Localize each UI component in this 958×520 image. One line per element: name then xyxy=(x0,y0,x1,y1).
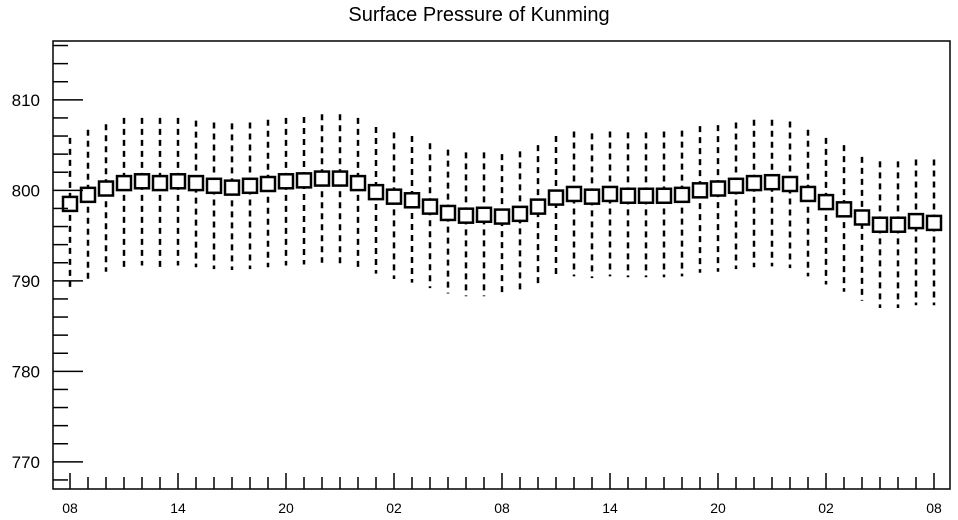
data-point-marker xyxy=(259,175,277,193)
data-point-marker xyxy=(115,174,133,192)
data-point-marker xyxy=(241,177,259,195)
data-point-marker xyxy=(619,187,637,205)
data-point-marker xyxy=(421,198,439,215)
data-point-marker xyxy=(331,170,349,187)
chart-title: Surface Pressure of Kunming xyxy=(348,4,610,26)
x-tick-label: 20 xyxy=(710,500,726,516)
data-point-marker xyxy=(637,187,655,205)
data-point-marker xyxy=(133,173,151,190)
data-point-marker xyxy=(691,182,709,199)
x-tick-label: 20 xyxy=(278,500,294,516)
data-point-marker xyxy=(817,193,835,211)
markers-layer xyxy=(61,170,943,233)
data-point-marker xyxy=(601,185,619,203)
data-point-marker xyxy=(835,201,853,218)
data-point-marker xyxy=(187,174,205,192)
y-tick-label: 780 xyxy=(12,362,40,381)
y-tick-label: 800 xyxy=(12,181,40,200)
data-point-marker xyxy=(223,179,241,196)
x-tick-label: 02 xyxy=(386,500,402,516)
data-point-marker xyxy=(799,185,817,203)
data-point-marker xyxy=(403,192,421,209)
data-point-marker xyxy=(583,188,601,205)
data-point-marker xyxy=(763,173,781,191)
data-point-marker xyxy=(151,174,169,192)
data-point-marker xyxy=(277,173,295,190)
data-point-marker xyxy=(61,195,79,213)
data-point-marker xyxy=(655,187,673,205)
data-point-marker xyxy=(493,208,511,225)
data-point-marker xyxy=(853,209,871,226)
data-point-marker xyxy=(673,186,691,204)
data-point-marker xyxy=(745,174,763,192)
axes-layer: 770 780 790 800 810 08 14 20 02 08 14 20 02 08 xyxy=(12,44,942,516)
data-point-marker xyxy=(529,198,547,215)
x-tick-label: 14 xyxy=(602,500,618,516)
error-bars-layer xyxy=(68,114,936,308)
data-point-marker xyxy=(565,185,583,203)
data-point-marker xyxy=(349,174,367,192)
data-point-marker xyxy=(79,186,97,204)
data-point-marker xyxy=(511,205,529,223)
x-tick-label: 08 xyxy=(494,500,510,516)
data-point-marker xyxy=(457,207,475,224)
x-tick-label: 08 xyxy=(62,500,78,516)
data-point-marker xyxy=(781,175,799,193)
data-point-marker xyxy=(205,177,223,195)
data-point-marker xyxy=(709,180,727,197)
y-tick-label: 810 xyxy=(12,91,40,110)
x-tick-label: 14 xyxy=(170,500,186,516)
data-point-marker xyxy=(547,189,565,206)
x-tick-label: 02 xyxy=(818,500,834,516)
data-point-marker xyxy=(925,214,943,232)
y-tick-label: 770 xyxy=(12,453,40,472)
y-tick-label: 790 xyxy=(12,272,40,291)
data-point-marker xyxy=(907,212,925,230)
data-point-marker xyxy=(97,180,115,197)
data-point-marker xyxy=(295,172,313,189)
data-point-marker xyxy=(313,170,331,187)
data-point-marker xyxy=(367,183,385,201)
data-point-marker xyxy=(475,206,493,224)
data-point-marker xyxy=(727,177,745,195)
data-point-marker xyxy=(169,173,187,190)
data-point-marker xyxy=(889,216,907,233)
x-tick-label: 08 xyxy=(926,500,942,516)
data-point-marker xyxy=(439,204,457,222)
data-point-marker xyxy=(871,216,889,233)
data-point-marker xyxy=(385,188,403,205)
